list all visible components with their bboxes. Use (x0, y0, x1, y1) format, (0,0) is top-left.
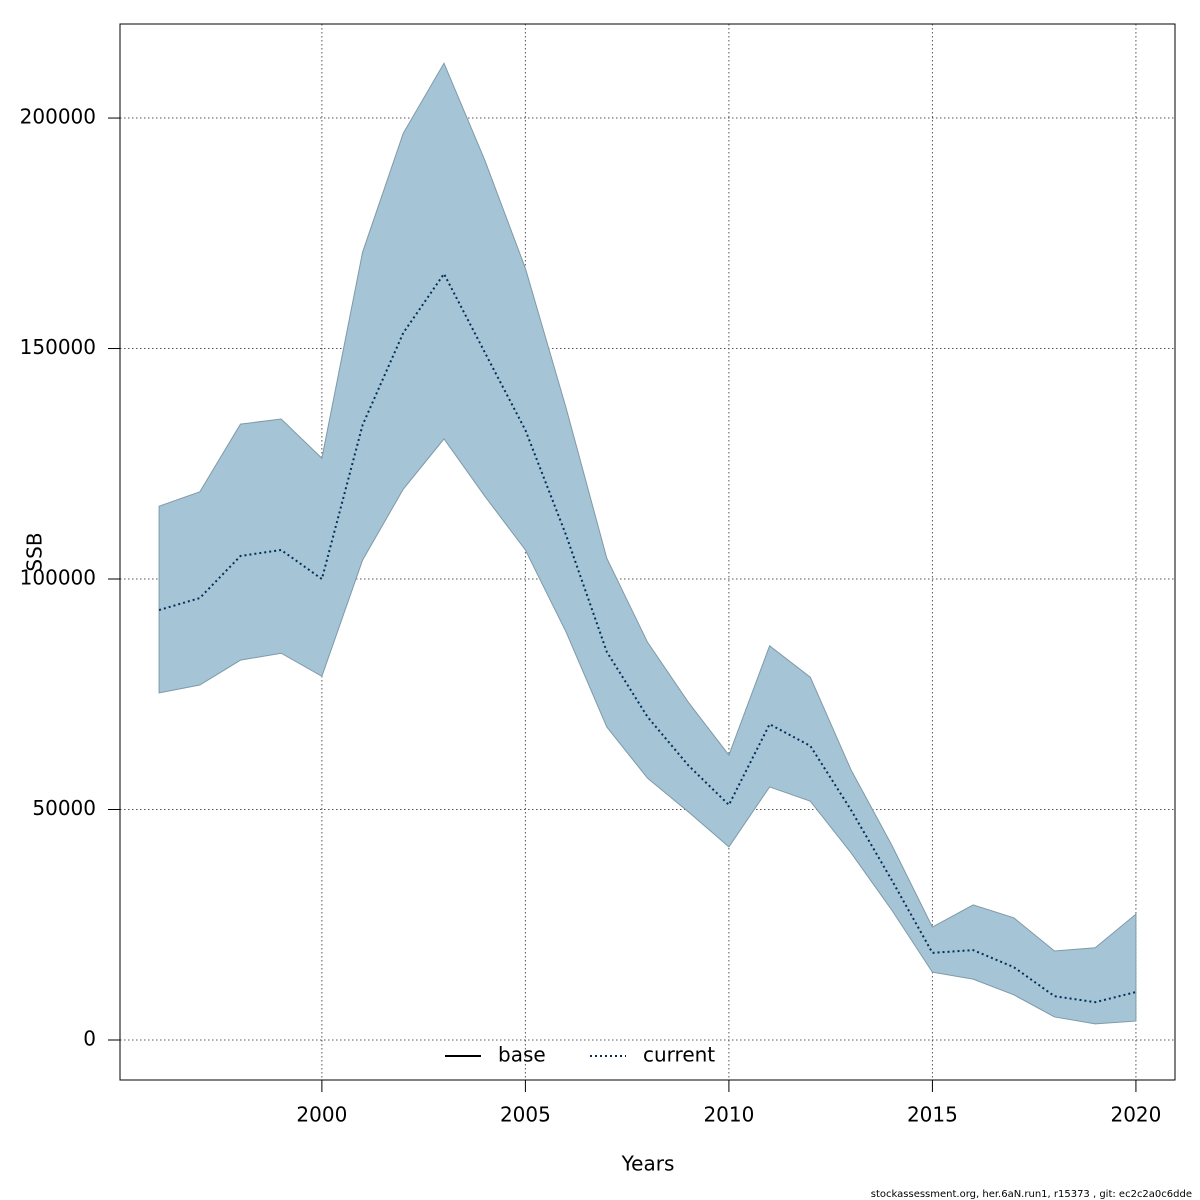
y-axis-label: SSB (23, 532, 47, 571)
x-tick-label: 2015 (907, 1103, 958, 1127)
y-tick-label: 150000 (20, 335, 96, 359)
x-tick-label: 2010 (703, 1103, 754, 1127)
confidence-band (158, 62, 1137, 1025)
x-axis-label: Years (621, 1152, 675, 1176)
y-tick-label: 50000 (32, 796, 96, 820)
plot-frame (119, 23, 1176, 1081)
legend-label: base (498, 1043, 546, 1067)
y-tick-label: 0 (83, 1026, 96, 1050)
y-tick-label: 100000 (20, 566, 96, 590)
x-tick-label: 2000 (296, 1103, 347, 1127)
legend-label: current (643, 1043, 715, 1067)
y-tick-label: 200000 (20, 105, 96, 129)
x-tick-label: 2020 (1110, 1103, 1161, 1127)
line (158, 271, 1137, 1004)
footnote: stockassessment.org, her.6aN.run1, r1537… (871, 1189, 1192, 1200)
x-tick-label: 2005 (500, 1103, 551, 1127)
